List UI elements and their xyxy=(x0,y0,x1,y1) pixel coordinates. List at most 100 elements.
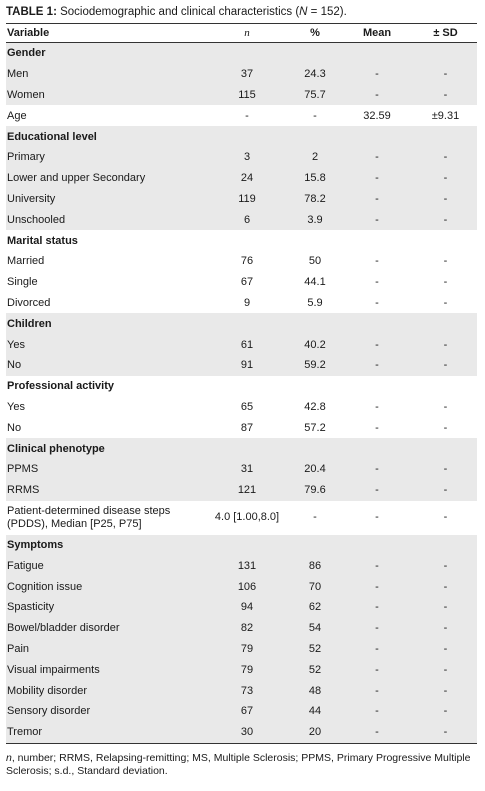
row-label: No xyxy=(7,421,22,434)
cell-value: - xyxy=(443,276,448,289)
cell-value: 54 xyxy=(290,617,340,639)
table-row: Men 37 24.3- - xyxy=(6,63,477,85)
row-label: No xyxy=(6,354,204,376)
cell-value: - xyxy=(414,659,477,681)
cell-value: 73 xyxy=(204,680,290,701)
cell-value: - xyxy=(340,479,414,501)
cell-value: - xyxy=(414,576,477,597)
footnote-n-symbol: n xyxy=(6,751,12,764)
cell-value: - xyxy=(340,617,414,639)
cell-value: 91 xyxy=(204,354,290,376)
row-label: Sensory disorder xyxy=(6,700,204,722)
cell-value: 3.9 xyxy=(290,209,340,231)
row-label: Spasticity xyxy=(6,596,204,618)
cell-value: 4.0 [1.00,8.0] xyxy=(214,511,280,524)
row-label: PPMS xyxy=(6,458,204,480)
cell-value: 75.7 xyxy=(290,84,340,106)
table-row: Unschooled 6 3.9- - xyxy=(6,209,477,231)
cell-value: 79 xyxy=(204,638,290,660)
cell-value: - xyxy=(375,296,379,309)
cell-value: 24 xyxy=(204,167,290,189)
cell-value xyxy=(290,438,340,459)
cell-value: - xyxy=(340,146,414,168)
cell-value: - xyxy=(414,354,477,376)
cell-value: 94 xyxy=(204,596,290,618)
cell-value xyxy=(290,534,340,556)
header-row: Variable n % Mean ± SD xyxy=(6,23,477,43)
cell-value: - xyxy=(340,354,414,376)
table-row: Bowel/bladder disorder 82 54- - xyxy=(6,617,477,639)
cell-value: 50 xyxy=(308,255,322,268)
cell-value: - xyxy=(414,146,477,168)
cell-value: 65 xyxy=(240,400,254,413)
table-row: Women 115 75.7- - xyxy=(6,84,477,106)
cell-value: 20.4 xyxy=(290,458,340,480)
cell-value: - xyxy=(375,276,379,289)
cell-value: 106 xyxy=(204,576,290,597)
cell-value: 57.2 xyxy=(304,421,326,434)
group-header-row: Educational level xyxy=(6,126,477,147)
cell-value xyxy=(414,438,477,459)
row-label: Yes xyxy=(6,334,204,355)
cell-value xyxy=(204,42,290,64)
cell-value: - xyxy=(414,63,477,85)
cell-value: 76 xyxy=(240,255,254,268)
cell-value: - xyxy=(414,700,477,722)
table-row: Yes 65 42.8 - - xyxy=(6,397,477,418)
group-header-row: Marital status xyxy=(6,230,477,251)
row-label: RRMS xyxy=(6,479,204,501)
cell-value: - xyxy=(414,209,477,231)
cell-value: - xyxy=(340,209,414,231)
cell-value: - xyxy=(340,659,414,681)
row-label: Professional activity xyxy=(7,380,114,393)
cell-value: 67 xyxy=(240,276,254,289)
row-label: Gender xyxy=(6,42,204,64)
table-row: Fatigue 131 86- - xyxy=(6,555,477,577)
cell-value: - xyxy=(414,458,477,480)
cell-value: - xyxy=(443,421,448,434)
cell-value xyxy=(340,534,414,556)
cell-value xyxy=(204,230,290,251)
cell-value xyxy=(204,534,290,556)
group-header-row: Professional activity xyxy=(6,376,477,397)
row-label: Cognition issue xyxy=(6,576,204,597)
table-row: Primary 3 2- - xyxy=(6,146,477,168)
cell-value: 79 xyxy=(204,659,290,681)
cell-value: 6 xyxy=(204,209,290,231)
cell-value: 78.2 xyxy=(290,188,340,210)
cell-value: 5.9 xyxy=(307,296,323,309)
row-label: University xyxy=(6,188,204,210)
row-label: Single xyxy=(7,276,38,289)
cell-value: 62 xyxy=(290,596,340,618)
cell-value: - xyxy=(375,255,379,268)
cell-value: 42.8 xyxy=(304,400,326,413)
cell-value xyxy=(290,126,340,147)
col-header-n: n xyxy=(204,23,290,43)
cell-value: - xyxy=(443,255,448,268)
cell-value xyxy=(204,126,290,147)
row-label: Divorced xyxy=(7,296,51,309)
cell-value: - xyxy=(340,721,414,744)
cell-value: 86 xyxy=(290,555,340,577)
row-label: Clinical phenotype xyxy=(6,438,204,459)
row-label: Patient-determined disease steps (PDDS),… xyxy=(7,504,171,530)
cell-value: 32.59 xyxy=(363,109,391,122)
table-row: Spasticity 94 62- - xyxy=(6,596,477,618)
col-header-variable: Variable xyxy=(6,23,204,43)
cell-value: 15.8 xyxy=(290,167,340,189)
table-row: Single 67 44.1 - - xyxy=(6,272,477,293)
cell-value: 37 xyxy=(204,63,290,85)
row-label: Bowel/bladder disorder xyxy=(6,617,204,639)
cell-value: - xyxy=(340,458,414,480)
cell-value: - xyxy=(340,167,414,189)
table-row: No 87 57.2 - - xyxy=(6,417,477,438)
footnote-text: , number; RRMS, Relapsing-remitting; MS,… xyxy=(6,751,471,777)
cell-value: - xyxy=(414,721,477,744)
cell-value xyxy=(204,438,290,459)
cell-value xyxy=(204,313,290,335)
table-row: Sensory disorder 67 44- - xyxy=(6,700,477,722)
cell-value: ±9.31 xyxy=(431,109,460,122)
table-row: Age - - 32.59 ±9.31 xyxy=(6,105,477,126)
cell-value: - xyxy=(414,84,477,106)
row-label: Married xyxy=(7,255,45,268)
